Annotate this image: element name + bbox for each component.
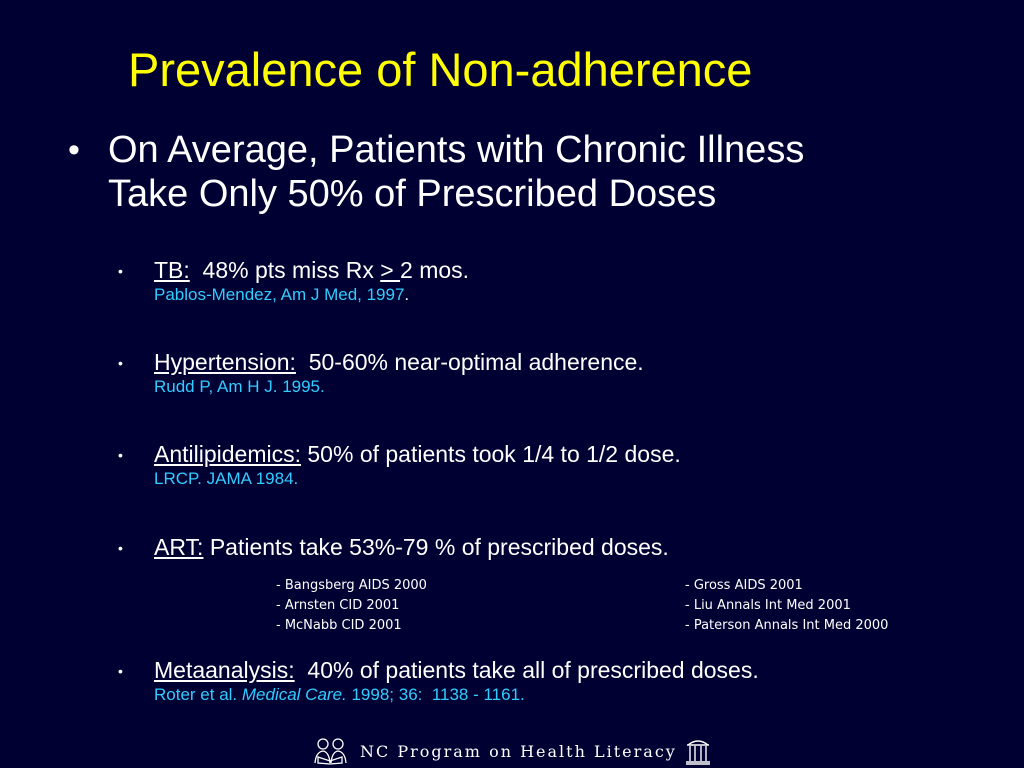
reference: - Bangsberg AIDS 2000 (276, 578, 427, 593)
sub-bullet-heading: Metaanalysis: (154, 657, 295, 683)
citation-text: Pablos-Mendez, Am J Med, 1997 (154, 285, 405, 304)
bullet-dot: • (118, 263, 123, 279)
art-references-right: - Gross AIDS 2001 - Liu Annals Int Med 2… (685, 576, 888, 636)
citation: Pablos-Mendez, Am J Med, 1997. (154, 284, 469, 306)
citation: LRCP. JAMA 1984. (154, 469, 299, 488)
citation-authors: Roter et al. (154, 685, 242, 704)
reference: - Paterson Annals Int Med 2000 (685, 618, 889, 633)
footer: NC Program on Health Literacy (312, 736, 711, 766)
greater-equal-sign: > (380, 257, 401, 283)
old-well-icon (685, 737, 711, 765)
sub-bullet-text: 50-60% near-optimal adherence. (295, 349, 644, 375)
reference: - McNabb CID 2001 (276, 618, 402, 633)
citation-period: . (404, 285, 410, 304)
citation-details: 1998; 36: 1138 - 1161. (346, 685, 525, 704)
main-bullet-text: On Average, Patients with Chronic Illnes… (108, 128, 968, 216)
citation: Rudd P, Am H J. 1995. (154, 377, 325, 396)
readers-icon (312, 737, 352, 765)
bullet-dot: • (118, 355, 123, 371)
main-bullet-line-1: On Average, Patients with Chronic Illnes… (108, 129, 805, 171)
slide-title: Prevalence of Non-adherence (128, 43, 753, 96)
sub-bullet-heading: Hypertension: (154, 349, 296, 375)
bullet-dot: • (118, 447, 123, 463)
sub-bullet-text: 48% pts miss Rx (189, 257, 381, 283)
bullet-dot: • (68, 131, 80, 169)
footer-text: NC Program on Health Literacy (360, 741, 677, 761)
reference: - Liu Annals Int Med 2001 (685, 598, 851, 613)
reference: - Gross AIDS 2001 (685, 578, 803, 593)
sub-bullet-text-end: 2 mos. (400, 257, 470, 283)
art-references-left: - Bangsberg AIDS 2000 - Arnsten CID 2001… (276, 576, 427, 636)
reference: - Arnsten CID 2001 (276, 598, 400, 613)
citation: Roter et al. Medical Care. 1998; 36: 113… (154, 684, 759, 706)
sub-bullet-text: Patients take 53%-79 % of prescribed dos… (203, 534, 669, 560)
bullet-dot: • (118, 540, 123, 556)
bullet-dot: • (118, 663, 123, 679)
sub-bullet-heading: Antilipidemics: (154, 441, 301, 467)
sub-bullet-heading: ART: (154, 534, 204, 560)
citation-journal: Medical Care. (241, 685, 347, 704)
main-bullet-line-2: Take Only 50% of Prescribed Doses (108, 173, 717, 215)
sub-bullet-heading: TB: (154, 257, 190, 283)
sub-bullet-text: 40% of patients take all of prescribed d… (294, 657, 759, 683)
sub-bullet-text: 50% of patients took 1/4 to 1/2 dose. (301, 441, 681, 467)
